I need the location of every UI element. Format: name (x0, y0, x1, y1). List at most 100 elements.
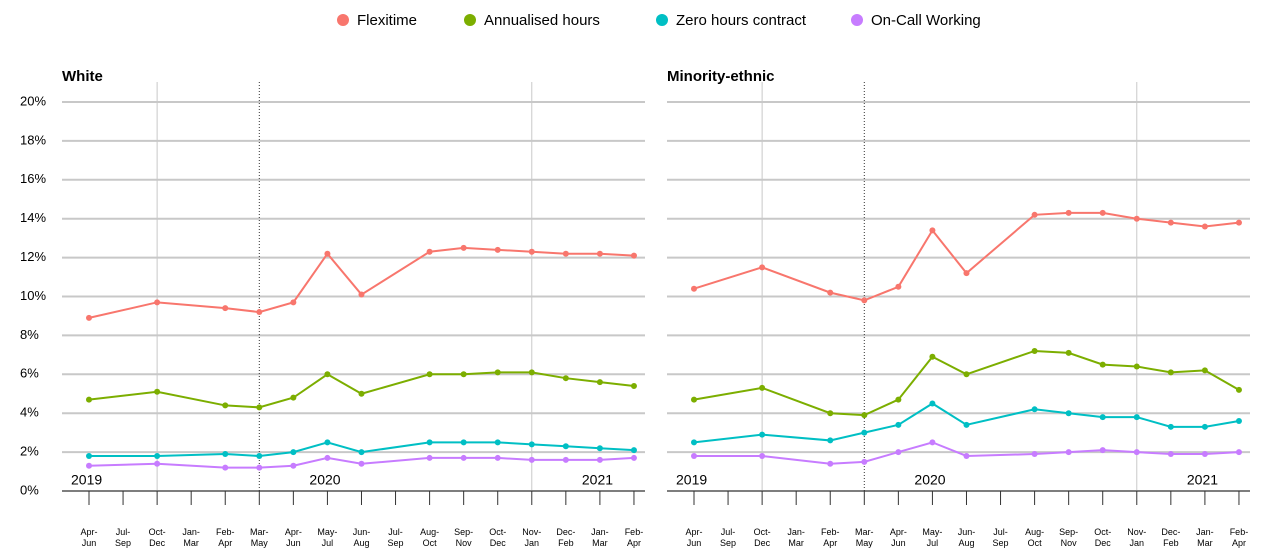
data-point (460, 244, 467, 251)
data-point (1031, 347, 1038, 354)
data-point (256, 404, 263, 411)
x-tick-label: Feb-Apr (1230, 527, 1249, 548)
data-point (256, 452, 263, 459)
x-tick-label: Apr-Jun (685, 527, 702, 548)
x-tick-label: Oct-Dec (489, 527, 506, 548)
x-tick-label: May-Jul (922, 527, 942, 548)
data-point (324, 439, 331, 446)
data-point (562, 456, 569, 463)
data-point (256, 309, 263, 316)
data-point (358, 449, 365, 456)
data-point (1167, 219, 1174, 226)
x-tick-label: Nov-Jan (522, 527, 541, 548)
y-tick-label: 16% (20, 171, 46, 186)
series-line (693, 349, 1240, 417)
legend-marker (656, 14, 668, 26)
data-point (1065, 449, 1072, 456)
x-tick-label: Oct-Dec (149, 527, 166, 548)
data-point (596, 250, 603, 257)
x-tick-label: Jun-Aug (958, 527, 976, 548)
x-tick-label: Mar-May (250, 527, 269, 548)
year-label: 2019 (676, 472, 707, 488)
series-line (693, 211, 1240, 302)
data-point (256, 464, 263, 471)
data-point (963, 452, 970, 459)
series-line (694, 441, 1240, 465)
data-point (895, 421, 902, 428)
data-point (222, 464, 229, 471)
data-point (358, 460, 365, 467)
series-line (88, 456, 635, 469)
x-tick-label: Dec-Feb (1161, 527, 1180, 548)
x-tick-label: Aug-Oct (420, 527, 439, 548)
data-point (290, 299, 297, 306)
data-point (1065, 209, 1072, 216)
legend-marker (464, 14, 476, 26)
data-point (963, 371, 970, 378)
data-point (1099, 447, 1106, 454)
data-point (154, 388, 161, 395)
data-point (460, 439, 467, 446)
data-point (630, 252, 637, 259)
data-point (827, 410, 834, 417)
y-tick-label: 4% (20, 405, 39, 420)
y-tick-label: 18% (20, 132, 46, 147)
data-point (895, 396, 902, 403)
data-point (426, 439, 433, 446)
panel-title: White (62, 68, 103, 85)
data-point (1065, 349, 1072, 356)
series-line (89, 441, 635, 457)
series-line (693, 402, 1240, 444)
data-point (1031, 451, 1038, 458)
data-point (154, 460, 161, 467)
data-point (691, 396, 697, 403)
data-point (861, 412, 868, 419)
data-point (759, 384, 766, 391)
data-point (630, 454, 637, 461)
data-point (528, 248, 535, 255)
data-point (222, 451, 229, 458)
data-point (1099, 361, 1106, 368)
y-tick-label: 0% (20, 482, 39, 497)
year-label: 2019 (71, 472, 102, 488)
data-point (1167, 369, 1174, 376)
x-tick-label: Jul-Sep (388, 527, 404, 548)
data-point (827, 437, 834, 444)
data-point (1167, 423, 1174, 430)
data-point (596, 379, 603, 386)
data-point (630, 382, 637, 389)
data-point (1133, 449, 1140, 456)
x-tick-label: Feb-Apr (821, 527, 840, 548)
data-point (324, 250, 331, 257)
y-tick-label: 6% (20, 366, 39, 381)
data-point (426, 454, 433, 461)
legend-label: Zero hours contract (676, 12, 807, 29)
data-point (86, 452, 92, 459)
data-point (1201, 367, 1208, 374)
data-point (86, 314, 92, 321)
data-point (596, 456, 603, 463)
x-tick-label: Jul-Sep (993, 527, 1009, 548)
data-point (1065, 410, 1072, 417)
data-point (562, 250, 569, 257)
data-point (154, 452, 161, 459)
year-label: 2021 (582, 472, 613, 488)
data-point (86, 462, 92, 469)
data-point (929, 227, 936, 234)
data-point (1201, 423, 1208, 430)
data-point (562, 443, 569, 450)
x-tick-label: Jul-Sep (115, 527, 131, 548)
data-point (426, 371, 433, 378)
x-tick-label: Jan-Mar (591, 527, 609, 548)
data-point (1201, 223, 1208, 230)
data-point (759, 264, 766, 271)
legend-marker (851, 14, 863, 26)
x-tick-label: Oct-Dec (1094, 527, 1111, 548)
x-tick-label: May-Jul (317, 527, 337, 548)
data-point (861, 458, 868, 465)
x-tick-label: Apr-Jun (890, 527, 907, 548)
y-tick-label: 8% (20, 327, 39, 342)
data-point (596, 445, 603, 452)
x-tick-label: Nov-Jan (1127, 527, 1146, 548)
y-tick-label: 2% (20, 444, 39, 459)
